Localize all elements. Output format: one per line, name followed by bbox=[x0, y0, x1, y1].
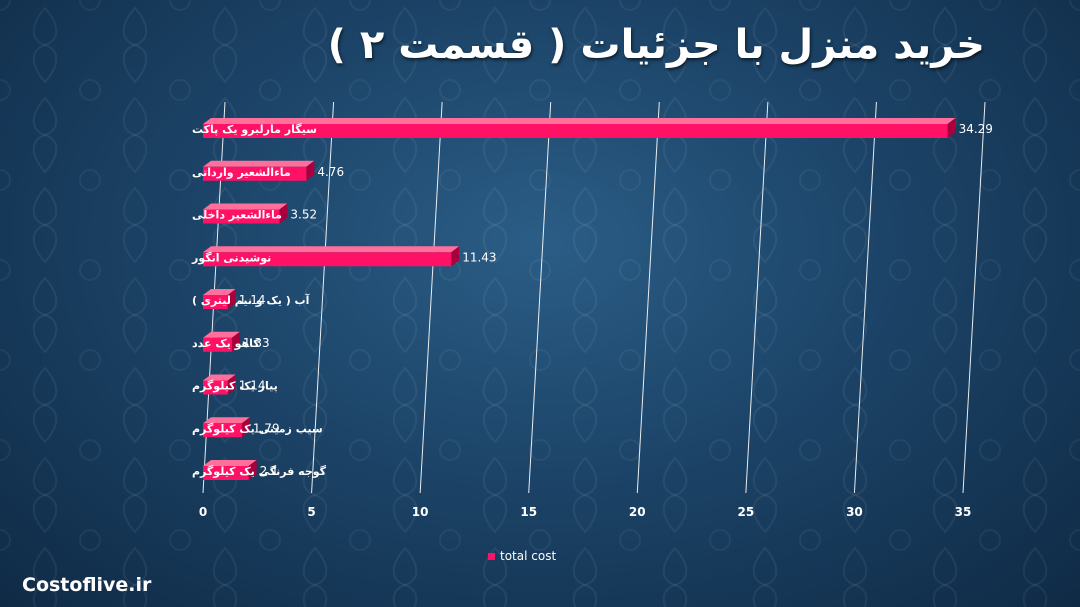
bar-side bbox=[248, 460, 257, 480]
legend-label: total cost bbox=[500, 549, 557, 563]
bar bbox=[203, 209, 280, 224]
bar-top bbox=[203, 460, 257, 466]
bar-side bbox=[241, 417, 250, 438]
data-label: 3.52 bbox=[290, 208, 317, 222]
gridline bbox=[419, 101, 443, 494]
x-tick-label: 35 bbox=[955, 505, 972, 519]
bar-side bbox=[306, 160, 315, 181]
bar bbox=[203, 337, 232, 352]
bar bbox=[203, 124, 948, 138]
x-tick-label: 0 bbox=[199, 505, 207, 519]
bar bbox=[203, 295, 228, 309]
y-tick-label: کاهو یک عدد bbox=[192, 337, 260, 350]
bar-side bbox=[231, 331, 240, 352]
data-label: 34.29 bbox=[959, 122, 993, 136]
bar-top bbox=[203, 374, 236, 381]
gridline bbox=[962, 101, 986, 494]
data-label: 1.14 bbox=[239, 379, 266, 393]
x-tick-label: 5 bbox=[307, 505, 315, 519]
bar bbox=[203, 466, 249, 480]
legend-swatch bbox=[488, 552, 495, 560]
bar-side bbox=[227, 374, 236, 395]
y-tick-label: نوشیدنی انگور bbox=[191, 251, 271, 264]
x-tick-label: 15 bbox=[520, 505, 537, 519]
gridline bbox=[528, 101, 552, 494]
y-tick-label: پیاز یک کیلوگرم bbox=[192, 380, 278, 393]
data-label: 11.43 bbox=[462, 250, 496, 264]
bar-top bbox=[203, 331, 240, 338]
y-tick-label: ماءالشعیر داخلی bbox=[192, 209, 282, 222]
bar-top bbox=[203, 246, 460, 253]
bar-top bbox=[203, 203, 288, 210]
bar-side bbox=[947, 118, 956, 138]
x-tick-label: 20 bbox=[629, 505, 646, 519]
x-tick-label: 30 bbox=[846, 505, 863, 519]
gridline bbox=[853, 101, 877, 494]
data-label: 2.1 bbox=[260, 464, 279, 478]
bar-top bbox=[203, 289, 236, 295]
gridline bbox=[311, 101, 335, 494]
bar-top bbox=[203, 160, 315, 167]
data-label: 4.76 bbox=[317, 165, 344, 179]
page-title: خرید منزل با جزئیات ( قسمت ۲ ) bbox=[327, 22, 985, 68]
y-tick-label: سیب زمینی یک کیلوگرم bbox=[192, 422, 323, 435]
x-tick-label: 10 bbox=[412, 505, 429, 519]
gridline bbox=[636, 101, 660, 494]
bar-side bbox=[451, 246, 460, 267]
y-tick-label: ماءالشعیر وارداتی bbox=[192, 166, 291, 179]
bar bbox=[203, 423, 242, 438]
chart-legend: total cost bbox=[488, 549, 556, 563]
data-label: 1.79 bbox=[253, 421, 280, 435]
bar-side bbox=[279, 203, 288, 224]
y-tick-label: آب ( یک و نیم لیتری ) bbox=[192, 293, 310, 307]
data-label: 1.14 bbox=[239, 293, 266, 307]
bar bbox=[203, 166, 307, 181]
y-tick-label: گوجه فرنگی یک کیلوگرم bbox=[192, 465, 327, 478]
x-tick-label: 25 bbox=[738, 505, 755, 519]
brand-watermark: Costoflive.ir bbox=[22, 574, 152, 596]
gridline bbox=[745, 101, 769, 494]
bar bbox=[203, 380, 228, 395]
y-tick-label: سیگار مارلبرو یک پاکت bbox=[192, 123, 317, 136]
bar-top bbox=[203, 417, 250, 424]
bar-side bbox=[227, 289, 236, 309]
data-label: 1.33 bbox=[243, 336, 270, 350]
bar-top bbox=[203, 118, 956, 124]
bar bbox=[203, 252, 452, 267]
